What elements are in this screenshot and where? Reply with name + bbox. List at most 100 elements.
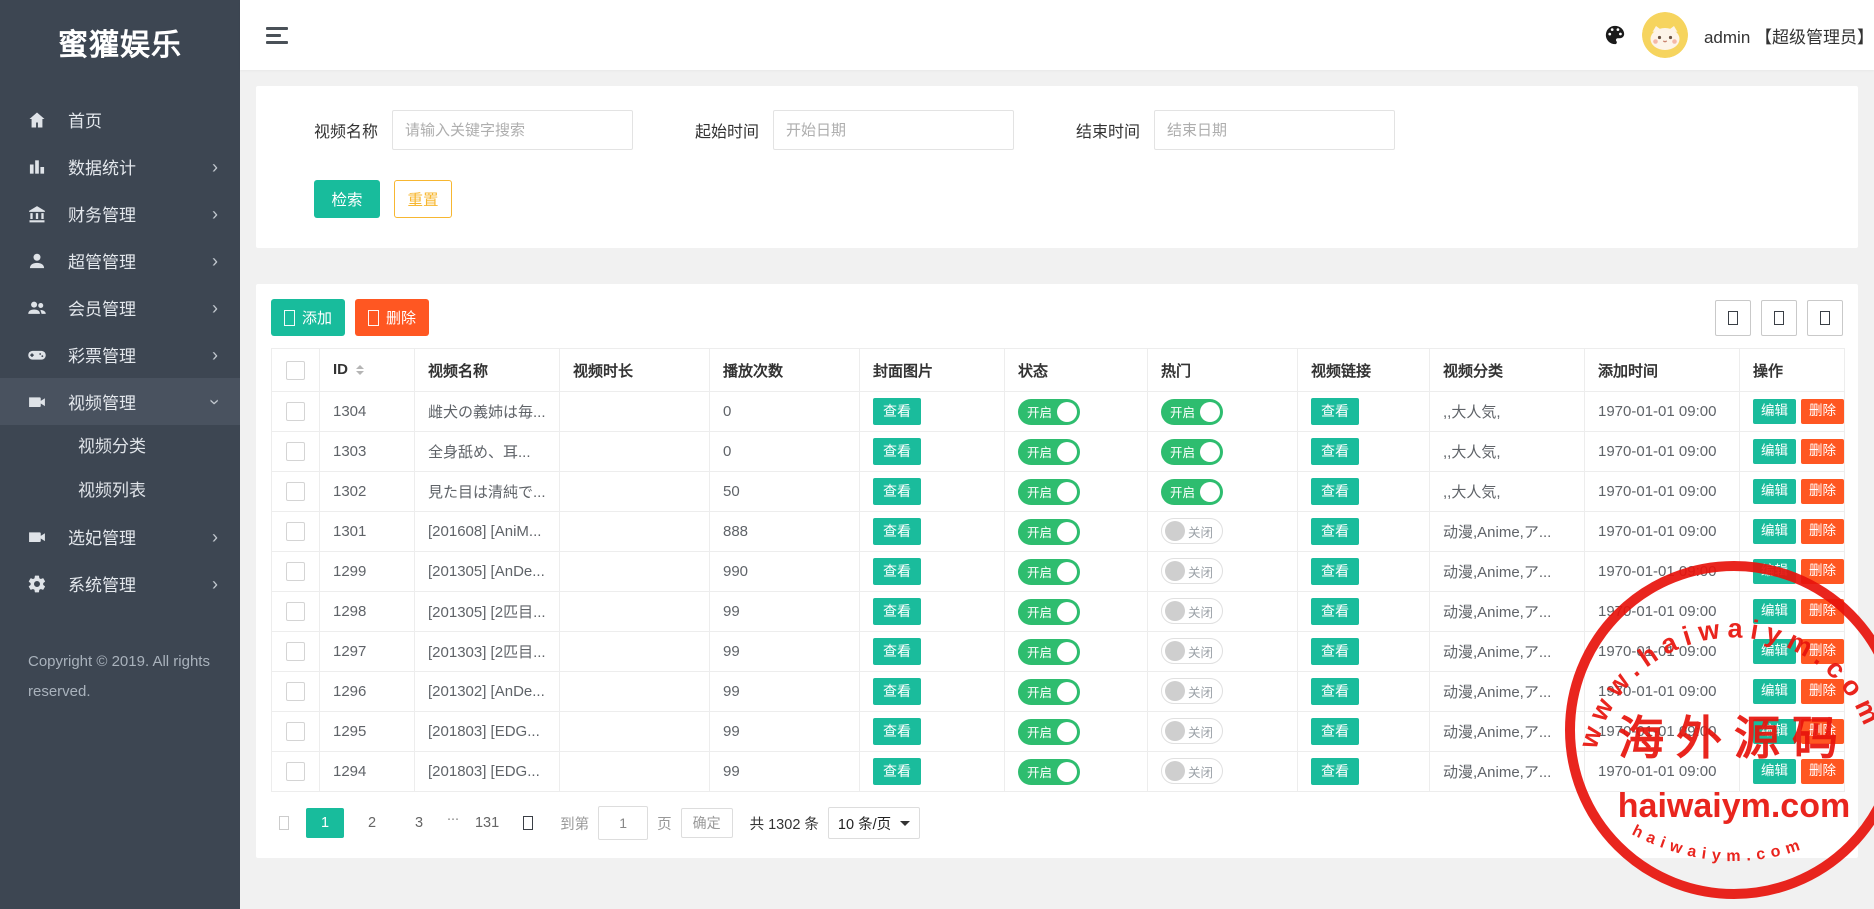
link-view-button[interactable]: 查看 <box>1311 398 1359 425</box>
link-view-button[interactable]: 查看 <box>1311 518 1359 545</box>
edit-button[interactable]: 编辑 <box>1753 439 1796 464</box>
status-toggle[interactable]: 开启 <box>1018 758 1080 785</box>
cover-view-button[interactable]: 查看 <box>873 678 921 705</box>
edit-button[interactable]: 编辑 <box>1753 759 1796 784</box>
table-tool-button-2[interactable] <box>1761 299 1797 336</box>
cover-view-button[interactable]: 查看 <box>873 718 921 745</box>
page-button-2[interactable]: 2 <box>367 815 377 831</box>
delete-row-button[interactable]: 删除 <box>1801 679 1844 704</box>
delete-row-button[interactable]: 删除 <box>1801 559 1844 584</box>
hot-toggle[interactable]: 开启 <box>1161 478 1223 505</box>
delete-row-button[interactable]: 删除 <box>1801 519 1844 544</box>
theme-palette-icon[interactable] <box>1604 24 1626 46</box>
row-checkbox[interactable] <box>286 722 305 741</box>
row-checkbox[interactable] <box>286 522 305 541</box>
link-view-button[interactable]: 查看 <box>1311 718 1359 745</box>
cover-view-button[interactable]: 查看 <box>873 598 921 625</box>
hot-toggle[interactable]: 关闭 <box>1161 758 1223 784</box>
link-view-button[interactable]: 查看 <box>1311 678 1359 705</box>
status-toggle[interactable]: 开启 <box>1018 598 1080 625</box>
cover-view-button[interactable]: 查看 <box>873 758 921 785</box>
select-all-checkbox[interactable] <box>286 360 305 380</box>
row-checkbox[interactable] <box>286 642 305 661</box>
link-view-button[interactable]: 查看 <box>1311 638 1359 665</box>
row-checkbox[interactable] <box>286 562 305 581</box>
cover-view-button[interactable]: 查看 <box>873 478 921 505</box>
sidebar-item-lottery[interactable]: 彩票管理 › <box>0 331 240 378</box>
start-date-input[interactable] <box>773 110 1015 150</box>
search-button[interactable]: 检索 <box>314 180 380 218</box>
link-view-button[interactable]: 查看 <box>1311 558 1359 585</box>
user-avatar[interactable] <box>1641 12 1688 58</box>
add-button[interactable]: 添加 <box>271 299 346 336</box>
edit-button[interactable]: 编辑 <box>1753 639 1796 664</box>
page-button-131[interactable]: 131 <box>474 815 500 831</box>
hot-toggle[interactable]: 关闭 <box>1161 638 1223 664</box>
row-checkbox[interactable] <box>286 402 305 421</box>
goto-confirm-button[interactable]: 确定 <box>680 808 733 838</box>
delete-row-button[interactable]: 删除 <box>1801 479 1844 504</box>
sidebar-item-concubine[interactable]: 选妃管理 › <box>0 513 240 560</box>
row-checkbox[interactable] <box>286 602 305 621</box>
row-checkbox[interactable] <box>286 482 305 501</box>
table-tool-button-3[interactable] <box>1807 299 1843 336</box>
hot-toggle[interactable]: 关闭 <box>1161 558 1223 584</box>
goto-page-input[interactable] <box>598 806 649 840</box>
cover-view-button[interactable]: 查看 <box>873 438 921 465</box>
hot-toggle[interactable]: 关闭 <box>1161 598 1223 624</box>
delete-row-button[interactable]: 删除 <box>1801 719 1844 744</box>
status-toggle[interactable]: 开启 <box>1018 718 1080 745</box>
row-checkbox[interactable] <box>286 682 305 701</box>
video-name-input[interactable] <box>392 110 634 150</box>
status-toggle[interactable]: 开启 <box>1018 518 1080 545</box>
sort-icon[interactable] <box>356 361 364 379</box>
sidebar-item-home[interactable]: 首页 <box>0 96 240 143</box>
hot-toggle[interactable]: 开启 <box>1161 438 1223 465</box>
delete-row-button[interactable]: 删除 <box>1801 399 1844 424</box>
end-date-input[interactable] <box>1154 110 1396 150</box>
sidebar-item-video[interactable]: 视频管理 › <box>0 378 240 425</box>
cover-view-button[interactable]: 查看 <box>873 518 921 545</box>
hot-toggle[interactable]: 关闭 <box>1161 678 1223 704</box>
edit-button[interactable]: 编辑 <box>1753 399 1796 424</box>
edit-button[interactable]: 编辑 <box>1753 679 1796 704</box>
status-toggle[interactable]: 开启 <box>1018 558 1080 585</box>
page-button-3[interactable]: 3 <box>414 815 424 831</box>
edit-button[interactable]: 编辑 <box>1753 559 1796 584</box>
hot-toggle[interactable]: 开启 <box>1161 398 1223 425</box>
status-toggle[interactable]: 开启 <box>1018 438 1080 465</box>
sidebar-item-finance[interactable]: 财务管理 › <box>0 190 240 237</box>
menu-toggle-icon[interactable] <box>266 26 288 44</box>
reset-button[interactable]: 重置 <box>394 180 452 218</box>
sidebar-item-system[interactable]: 系统管理 › <box>0 560 240 607</box>
hot-toggle[interactable]: 关闭 <box>1161 518 1223 544</box>
link-view-button[interactable]: 查看 <box>1311 478 1359 505</box>
sidebar-subitem-video-list[interactable]: 视频列表 <box>78 481 146 500</box>
cover-view-button[interactable]: 查看 <box>873 638 921 665</box>
status-toggle[interactable]: 开启 <box>1018 678 1080 705</box>
hot-toggle[interactable]: 关闭 <box>1161 718 1223 744</box>
next-page-button[interactable] <box>515 808 541 838</box>
page-button-1[interactable]: 1 <box>306 808 344 838</box>
link-view-button[interactable]: 查看 <box>1311 598 1359 625</box>
sidebar-item-superadmin[interactable]: 超管管理 › <box>0 237 240 284</box>
sidebar-subitem-video-category[interactable]: 视频分类 <box>78 437 146 456</box>
delete-row-button[interactable]: 删除 <box>1801 599 1844 624</box>
edit-button[interactable]: 编辑 <box>1753 519 1796 544</box>
status-toggle[interactable]: 开启 <box>1018 398 1080 425</box>
link-view-button[interactable]: 查看 <box>1311 758 1359 785</box>
table-tool-button-1[interactable] <box>1715 299 1751 336</box>
row-checkbox[interactable] <box>286 442 305 461</box>
status-toggle[interactable]: 开启 <box>1018 638 1080 665</box>
prev-page-button[interactable] <box>271 808 297 838</box>
batch-delete-button[interactable]: 删除 <box>355 299 430 336</box>
edit-button[interactable]: 编辑 <box>1753 479 1796 504</box>
delete-row-button[interactable]: 删除 <box>1801 759 1844 784</box>
current-user-label[interactable]: admin 【超级管理员】 <box>1703 27 1874 47</box>
sidebar-item-stats[interactable]: 数据统计 › <box>0 143 240 190</box>
sidebar-item-members[interactable]: 会员管理 › <box>0 284 240 331</box>
status-toggle[interactable]: 开启 <box>1018 478 1080 505</box>
edit-button[interactable]: 编辑 <box>1753 599 1796 624</box>
cover-view-button[interactable]: 查看 <box>873 558 921 585</box>
page-size-select[interactable]: 10 条/页 <box>827 807 921 839</box>
